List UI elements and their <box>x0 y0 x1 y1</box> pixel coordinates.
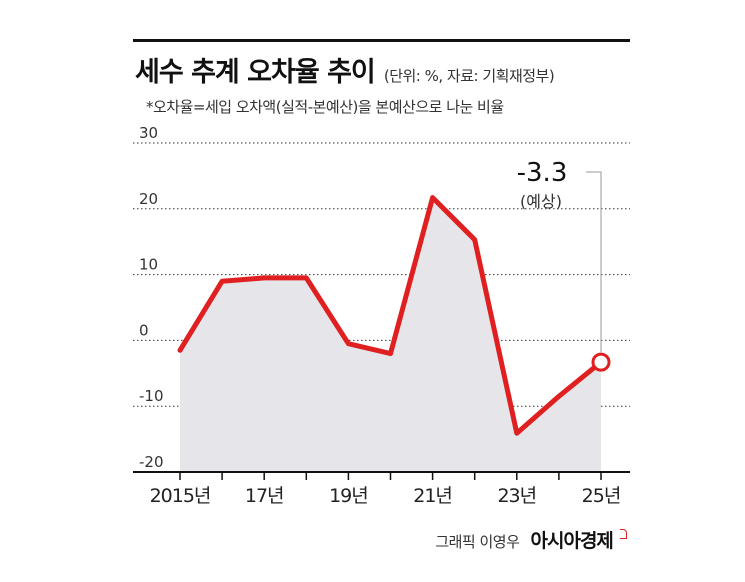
chart-data-points <box>591 352 611 372</box>
top-rule <box>133 39 630 42</box>
title-row: 세수 추계 오차율 추이 (단위: %, 자료: 기획재정부) <box>135 50 555 89</box>
y-tick-label: 30 <box>139 124 158 142</box>
y-tick-label: 20 <box>139 190 158 208</box>
x-tick-label: 25년 <box>582 485 621 507</box>
y-tick-label: -20 <box>139 453 164 471</box>
annotation-value: -3.3 <box>517 158 568 188</box>
x-tick-label: 19년 <box>329 485 368 507</box>
footnote: *오차율=세입 오차액(실적-본예산)을 본예산으로 나눈 비율 <box>146 98 504 116</box>
x-tick-label: 2015년 <box>150 485 211 507</box>
y-tick-label: 10 <box>139 256 158 274</box>
x-tick-label: 17년 <box>245 485 284 507</box>
chart-title: 세수 추계 오차율 추이 <box>135 57 376 88</box>
data-point-highlight <box>591 352 611 372</box>
brand-name: 아시아경제 <box>530 530 614 552</box>
y-tick-label: 0 <box>139 321 149 339</box>
y-tick-label: -10 <box>139 387 164 405</box>
x-axis-ticks: 2015년 17년 19년 21년 23년 25년 <box>150 472 621 507</box>
annotation: -3.3 (예상) <box>517 158 602 353</box>
chart-area-fill <box>180 197 601 472</box>
credit: 그래픽 이영우 아시아경제 <box>435 526 627 553</box>
chart-series-line <box>177 195 604 436</box>
unit-note: (단위: %, 자료: 기획재정부) <box>383 67 555 85</box>
x-tick-label: 23년 <box>497 485 536 507</box>
annotation-leader-line <box>586 171 602 353</box>
y-axis-ticks: -20 -10 0 10 20 30 <box>139 124 164 471</box>
annotation-sublabel: (예상) <box>520 192 562 211</box>
brand-logo-mark <box>620 529 627 539</box>
x-tick-label: 21년 <box>413 485 452 507</box>
credit-text: 그래픽 이영우 <box>435 533 520 551</box>
